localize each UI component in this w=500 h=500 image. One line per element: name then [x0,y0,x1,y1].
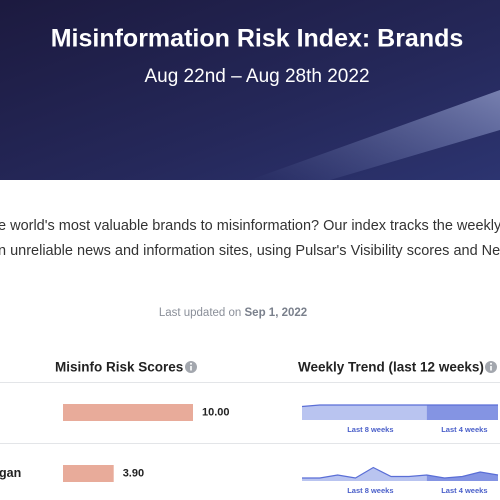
column-header: Weekly Trend (last 12 weeks) [298,360,484,375]
row-divider [0,443,500,444]
page-subtitle: Aug 22nd – Aug 28th 2022 [144,66,369,87]
score-bar [63,404,193,421]
updated-prefix: Last updated on [159,307,242,319]
trend-area [302,405,427,420]
column-header: Misinfo Risk Scores [55,360,183,375]
score-bar [63,465,114,482]
info-icon[interactable] [485,361,497,373]
intro-text: n unreliable news and information sites,… [0,243,500,259]
info-icon[interactable] [185,361,197,373]
intro-text: e world's most valuable brands to misinf… [0,218,500,234]
trend-period-label: Last 8 weeks [347,486,393,495]
trend-line [301,404,498,408]
brand-name: gan [0,466,21,480]
trend-period-label: Last 4 weeks [441,425,487,434]
last-updated: Last updated on Sep 1, 2022 [159,307,307,319]
trend-line [302,466,499,479]
score-label: 10.00 [202,406,230,418]
header-divider [0,382,500,383]
updated-date: Sep 1, 2022 [245,307,308,319]
header-light-streak [250,90,500,180]
trend-period-label: Last 4 weeks [441,486,487,495]
trend-area [302,467,427,481]
page-title: Misinformation Risk Index: Brands [51,25,464,53]
trend-period-label: Last 8 weeks [347,425,393,434]
trend-area [426,405,498,420]
score-label: 3.90 [123,467,144,479]
